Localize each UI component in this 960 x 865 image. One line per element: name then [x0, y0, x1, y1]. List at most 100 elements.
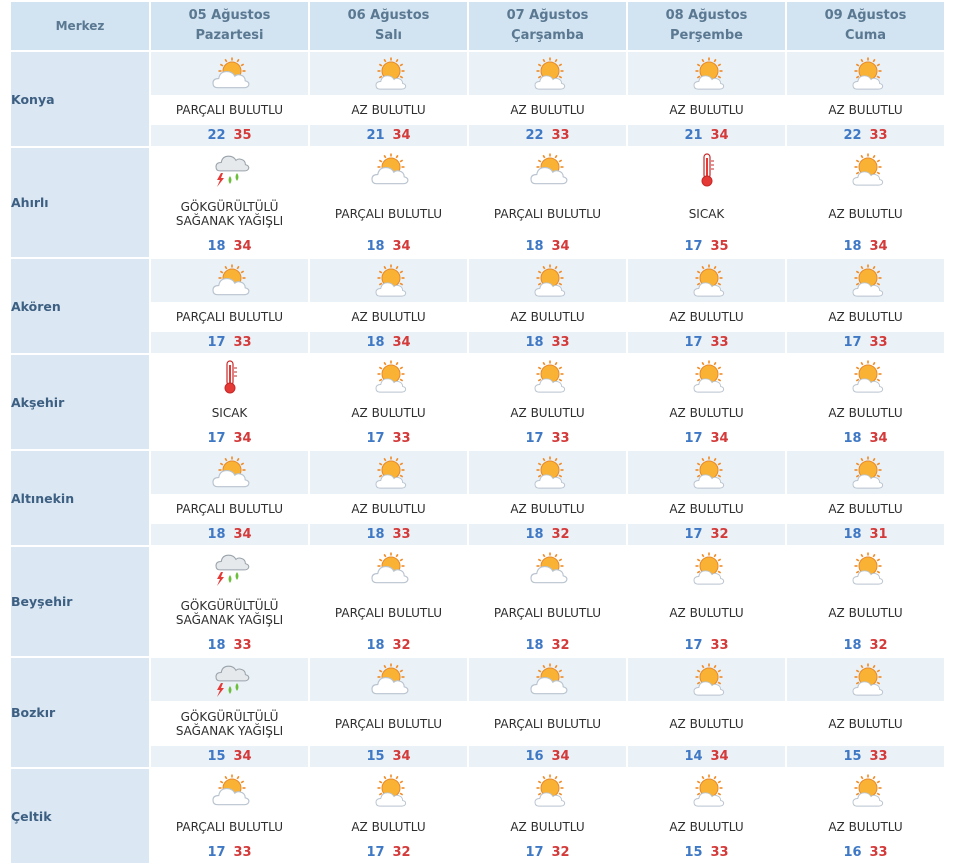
temperature-cell: 17 33 — [151, 842, 308, 863]
max-temperature: 33 — [233, 845, 252, 860]
forecast-row-icons: Altınekin — [11, 451, 944, 545]
temperature-cell: 18 33 — [310, 524, 467, 545]
partly-cloudy-icon — [210, 455, 250, 491]
forecast-row-icons: Bozkır — [11, 658, 944, 767]
hot-thermometer-icon — [687, 152, 727, 188]
condition-text: AZ BULUTLU — [787, 304, 944, 330]
condition-line: PARÇALI BULUTLU — [334, 206, 443, 221]
condition-text: GÖKGÜRÜLTÜLÜ SAĞANAK YAĞIŞLI — [151, 592, 308, 633]
condition-text: AZ BULUTLU — [310, 97, 467, 123]
partly-cloudy-icon — [369, 152, 409, 188]
min-temperature: 22 — [525, 128, 544, 143]
condition-line: AZ BULUTLU — [351, 406, 426, 420]
temperature-cell: 17 33 — [310, 428, 467, 449]
condition-line: GÖKGÜRÜLTÜLÜ — [180, 709, 279, 724]
weather-icon-cell — [469, 259, 626, 302]
max-temperature: 35 — [233, 128, 252, 143]
temperature-cell: 16 34 — [469, 746, 626, 767]
condition-text: AZ BULUTLU — [628, 703, 785, 744]
max-temperature: 33 — [392, 527, 411, 542]
temperature-cell: 17 33 — [628, 635, 785, 656]
min-temperature: 18 — [843, 239, 862, 254]
max-temperature: 32 — [392, 845, 411, 860]
min-temperature: 18 — [525, 527, 544, 542]
forecast-row-desc: PARÇALI BULUTLU AZ BULUTLU AZ BULUTLU AZ BU… — [11, 814, 944, 840]
condition-line: AZ BULUTLU — [669, 103, 744, 117]
temperature-cell: 18 34 — [787, 428, 944, 449]
min-temperature: 17 — [207, 431, 226, 446]
weather-icon-cell — [628, 52, 785, 95]
forecast-body: Konya PARÇALI BULUTLU AZ BULUTLU AZ BULUTLU… — [11, 52, 944, 863]
condition-text: AZ BULUTLU — [628, 97, 785, 123]
min-temperature: 22 — [843, 128, 862, 143]
condition-line: AZ BULUTLU — [351, 103, 426, 117]
mostly-sunny-icon — [687, 773, 727, 809]
temperature-cell: 18 34 — [310, 236, 467, 257]
condition-line: SICAK — [211, 406, 248, 420]
min-temperature: 15 — [843, 749, 862, 764]
forecast-row-desc: PARÇALI BULUTLU AZ BULUTLU AZ BULUTLU AZ BU… — [11, 97, 944, 123]
forecast-table: Merkez 05 Ağustos Pazartesi 06 Ağustos Sal… — [9, 0, 946, 865]
condition-line: AZ BULUTLU — [828, 716, 903, 731]
merkez-header: Merkez — [11, 2, 149, 50]
day-weekday: Salı — [374, 28, 403, 43]
weather-icon-cell — [469, 148, 626, 191]
min-temperature: 17 — [366, 431, 385, 446]
condition-text: SICAK — [151, 400, 308, 426]
weather-icon-cell — [151, 769, 308, 812]
temperature-cell: 18 34 — [151, 524, 308, 545]
partly-cloudy-icon — [528, 551, 568, 587]
condition-line: PARÇALI BULUTLU — [493, 605, 602, 620]
condition-text: AZ BULUTLU — [628, 304, 785, 330]
condition-line: AZ BULUTLU — [351, 310, 426, 324]
min-temperature: 18 — [366, 239, 385, 254]
condition-text: AZ BULUTLU — [628, 814, 785, 840]
city-name: Konya — [11, 52, 149, 146]
condition-text: AZ BULUTLU — [469, 400, 626, 426]
day-header: 07 Ağustos Çarşamba — [469, 2, 626, 50]
forecast-row-desc: GÖKGÜRÜLTÜLÜ SAĞANAK YAĞIŞLI PARÇALI BULUT… — [11, 703, 944, 744]
mostly-sunny-icon — [687, 662, 727, 698]
mostly-sunny-icon — [846, 455, 886, 491]
condition-line: AZ BULUTLU — [510, 406, 585, 420]
temperature-cell: 18 33 — [151, 635, 308, 656]
mostly-sunny-icon — [528, 263, 568, 299]
condition-line: AZ BULUTLU — [828, 605, 903, 620]
partly-cloudy-icon — [369, 662, 409, 698]
temperature-cell: 18 34 — [151, 236, 308, 257]
forecast-row-icons: Akşehir — [11, 355, 944, 449]
city-name: Çeltik — [11, 769, 149, 863]
max-temperature: 33 — [869, 749, 888, 764]
min-temperature: 18 — [366, 527, 385, 542]
condition-line: AZ BULUTLU — [669, 310, 744, 324]
weather-icon-cell — [310, 451, 467, 494]
condition-text: AZ BULUTLU — [310, 304, 467, 330]
max-temperature: 33 — [710, 845, 729, 860]
min-temperature: 17 — [684, 239, 703, 254]
condition-line: AZ BULUTLU — [510, 310, 585, 324]
max-temperature: 34 — [233, 431, 252, 446]
temperature-cell: 17 34 — [628, 428, 785, 449]
temperature-cell: 17 33 — [469, 428, 626, 449]
max-temperature: 33 — [710, 638, 729, 653]
mostly-sunny-icon — [687, 455, 727, 491]
header-row: Merkez 05 Ağustos Pazartesi 06 Ağustos Sal… — [11, 2, 944, 50]
condition-line: AZ BULUTLU — [351, 502, 426, 516]
forecast-row-temps: 17 33 17 32 17 32 15 33 16 33 — [11, 842, 944, 863]
max-temperature: 34 — [392, 128, 411, 143]
condition-line: GÖKGÜRÜLTÜLÜ — [180, 199, 279, 214]
thunderstorm-icon — [210, 662, 250, 698]
condition-text: AZ BULUTLU — [469, 97, 626, 123]
weather-icon-cell — [787, 148, 944, 191]
weather-icon-cell — [628, 355, 785, 398]
max-temperature: 33 — [869, 128, 888, 143]
condition-line: AZ BULUTLU — [510, 103, 585, 117]
forecast-row-icons: Ahırlı — [11, 148, 944, 257]
weather-icon-cell — [787, 259, 944, 302]
condition-line: SAĞANAK YAĞIŞLI — [175, 612, 284, 627]
hot-thermometer-icon — [210, 359, 250, 395]
forecast-row-desc: PARÇALI BULUTLU AZ BULUTLU AZ BULUTLU AZ BU… — [11, 304, 944, 330]
min-temperature: 18 — [207, 638, 226, 653]
condition-text: PARÇALI BULUTLU — [469, 703, 626, 744]
